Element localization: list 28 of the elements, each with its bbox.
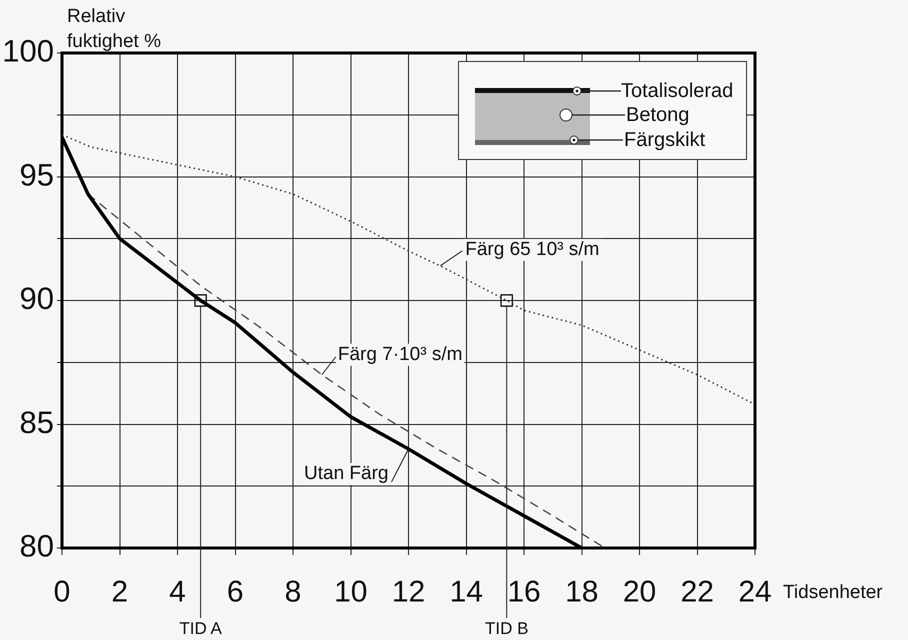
x-tick-label: 20 xyxy=(622,575,656,608)
x-tick-label: 24 xyxy=(738,575,772,608)
y-tick-label: 100 xyxy=(2,34,54,69)
x-tick-label: 0 xyxy=(54,575,70,608)
annotation: TID B xyxy=(484,619,528,638)
y-tick-label: 90 xyxy=(20,281,54,316)
y-tick-label: 95 xyxy=(20,157,54,192)
y-tick-label: 85 xyxy=(20,404,54,440)
x-tick-label: 4 xyxy=(169,575,186,608)
x-tick-label: 8 xyxy=(284,575,302,608)
annotation: Betong xyxy=(626,103,690,127)
x-tick-label: 6 xyxy=(226,575,244,608)
annotation: Färgskikt xyxy=(624,128,706,152)
y-axis-title: Relativ fuktighet % xyxy=(67,5,162,54)
x-tick-label: 10 xyxy=(334,575,368,608)
series-label: Utan Färg xyxy=(304,463,388,484)
x-tick-label: 22 xyxy=(680,575,714,608)
series-label: Färg 65 10³ s/m xyxy=(465,239,600,260)
y-tick-label: 80 xyxy=(20,528,54,564)
x-tick-label: 14 xyxy=(450,575,483,608)
x-tick-label: 12 xyxy=(392,575,426,608)
annotation: TID A xyxy=(179,619,223,638)
x-tick-label: 18 xyxy=(565,575,598,608)
x-tick-label: 16 xyxy=(507,575,541,608)
x-tick-label: 2 xyxy=(111,575,128,608)
annotation: Totalisolerad xyxy=(621,79,734,103)
series-label: Färg 7·10³ s/m xyxy=(338,344,462,365)
x-axis-title: Tidsenheter xyxy=(783,582,884,604)
